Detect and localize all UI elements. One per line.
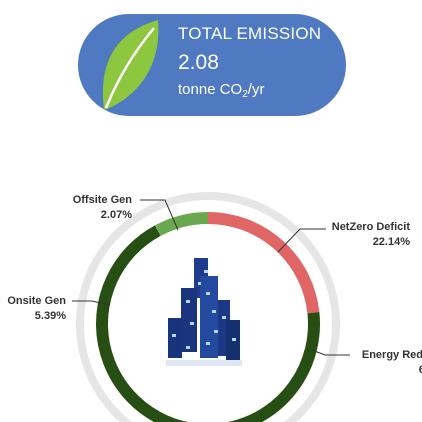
donut-leader-lines bbox=[72, 199, 350, 356]
label-energy-reduction: Energy Reduction 65.42% bbox=[356, 348, 422, 378]
emission-unit-subscript: 2 bbox=[242, 89, 248, 100]
total-emission-card[interactable]: TOTAL EMISSION 2.08 tonne CO2/yr bbox=[78, 14, 346, 116]
emission-unit-suffix: /yr bbox=[247, 81, 265, 98]
emission-unit: tonne CO2/yr bbox=[178, 81, 264, 100]
donut-segment-offsite-gen[interactable] bbox=[155, 212, 209, 236]
donut-segment-energy-reduction[interactable] bbox=[96, 225, 320, 422]
netzero-deficit-percent: 22.14% bbox=[372, 236, 410, 248]
energy-reduction-name: Energy Reduction bbox=[361, 349, 422, 361]
emission-value: 2.08 bbox=[178, 51, 219, 74]
leader-line-netzero-deficit bbox=[277, 228, 326, 253]
emission-unit-prefix: tonne CO bbox=[178, 81, 243, 98]
offsite-gen-percent: 2.07% bbox=[100, 209, 132, 221]
donut-segment-netzero-deficit[interactable] bbox=[207, 212, 320, 314]
emission-title: TOTAL EMISSION bbox=[178, 24, 322, 43]
onsite-gen-percent: 5.39% bbox=[34, 310, 66, 322]
label-onsite-gen: Onsite Gen 5.39% bbox=[0, 294, 66, 324]
label-offsite-gen: Offsite Gen 2.07% bbox=[60, 193, 132, 223]
donut-segments bbox=[96, 212, 320, 422]
leader-line-offsite-gen bbox=[140, 199, 179, 231]
offsite-gen-name: Offsite Gen bbox=[72, 194, 132, 206]
leader-line-onsite-gen bbox=[72, 300, 111, 306]
onsite-gen-name: Onsite Gen bbox=[7, 295, 66, 307]
donut-outer-track bbox=[76, 192, 340, 422]
leader-line-energy-reduction bbox=[311, 349, 350, 356]
energy-reduction-percent: 65.42% bbox=[418, 364, 422, 376]
label-netzero-deficit: NetZero Deficit 22.14% bbox=[330, 220, 410, 250]
leaf-icon bbox=[102, 20, 159, 110]
city-buildings-icon bbox=[166, 258, 242, 366]
netzero-deficit-name: NetZero Deficit bbox=[331, 221, 410, 233]
